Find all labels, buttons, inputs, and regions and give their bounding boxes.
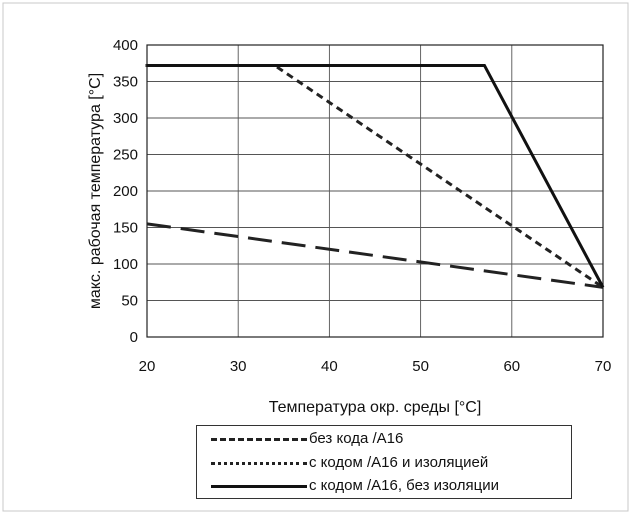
y-tick-label: 50 bbox=[121, 293, 138, 310]
x-tick-label: 70 bbox=[595, 358, 612, 375]
y-tick-label: 400 bbox=[113, 37, 138, 54]
x-tick-label: 20 bbox=[139, 358, 156, 375]
y-tick-label: 250 bbox=[113, 147, 138, 164]
plot-frame bbox=[146, 44, 604, 338]
series-line-without-code bbox=[146, 222, 604, 289]
y-tick-label: 200 bbox=[113, 183, 138, 200]
legend-swatch-dotted bbox=[211, 462, 307, 465]
x-tick-labels: 20 30 40 50 60 70 bbox=[139, 358, 612, 375]
legend: без кода /A16 с кодом /A16 и изоляцией с… bbox=[196, 425, 572, 499]
legend-swatch-solid bbox=[211, 485, 307, 488]
legend-label: без кода /A16 bbox=[309, 430, 404, 447]
x-tick-label: 60 bbox=[503, 358, 520, 375]
x-axis-label: Температура окр. среды [°C] bbox=[269, 399, 482, 416]
y-tick-labels: 0 50 100 150 200 250 300 350 400 bbox=[113, 37, 138, 346]
legend-label: с кодом /A16 и изоляцией bbox=[309, 454, 489, 471]
x-tick-label: 50 bbox=[412, 358, 429, 375]
legend-label: с кодом /A16, без изоляции bbox=[309, 477, 499, 494]
x-tick-label: 30 bbox=[230, 358, 247, 375]
y-axis-label: макс. рабочая температура [°C] bbox=[87, 73, 104, 309]
legend-entry-without-code: без кода /A16 bbox=[197, 429, 573, 449]
y-tick-label: 0 bbox=[130, 329, 138, 346]
y-tick-label: 150 bbox=[113, 220, 138, 237]
series-line-with-code-no-insulation bbox=[147, 63, 605, 289]
legend-entry-with-code-insulated: с кодом /A16 и изоляцией bbox=[197, 453, 573, 473]
x-tick-label: 40 bbox=[321, 358, 338, 375]
grid bbox=[147, 45, 603, 337]
legend-entry-with-code-no-insulation: с кодом /A16, без изоляции bbox=[197, 476, 573, 496]
y-tick-label: 300 bbox=[113, 110, 138, 127]
series-group bbox=[145, 63, 606, 290]
y-tick-label: 350 bbox=[113, 74, 138, 91]
series-line-with-code-insulated bbox=[145, 63, 606, 290]
legend-swatch-dashed bbox=[211, 438, 307, 441]
y-tick-label: 100 bbox=[113, 256, 138, 273]
